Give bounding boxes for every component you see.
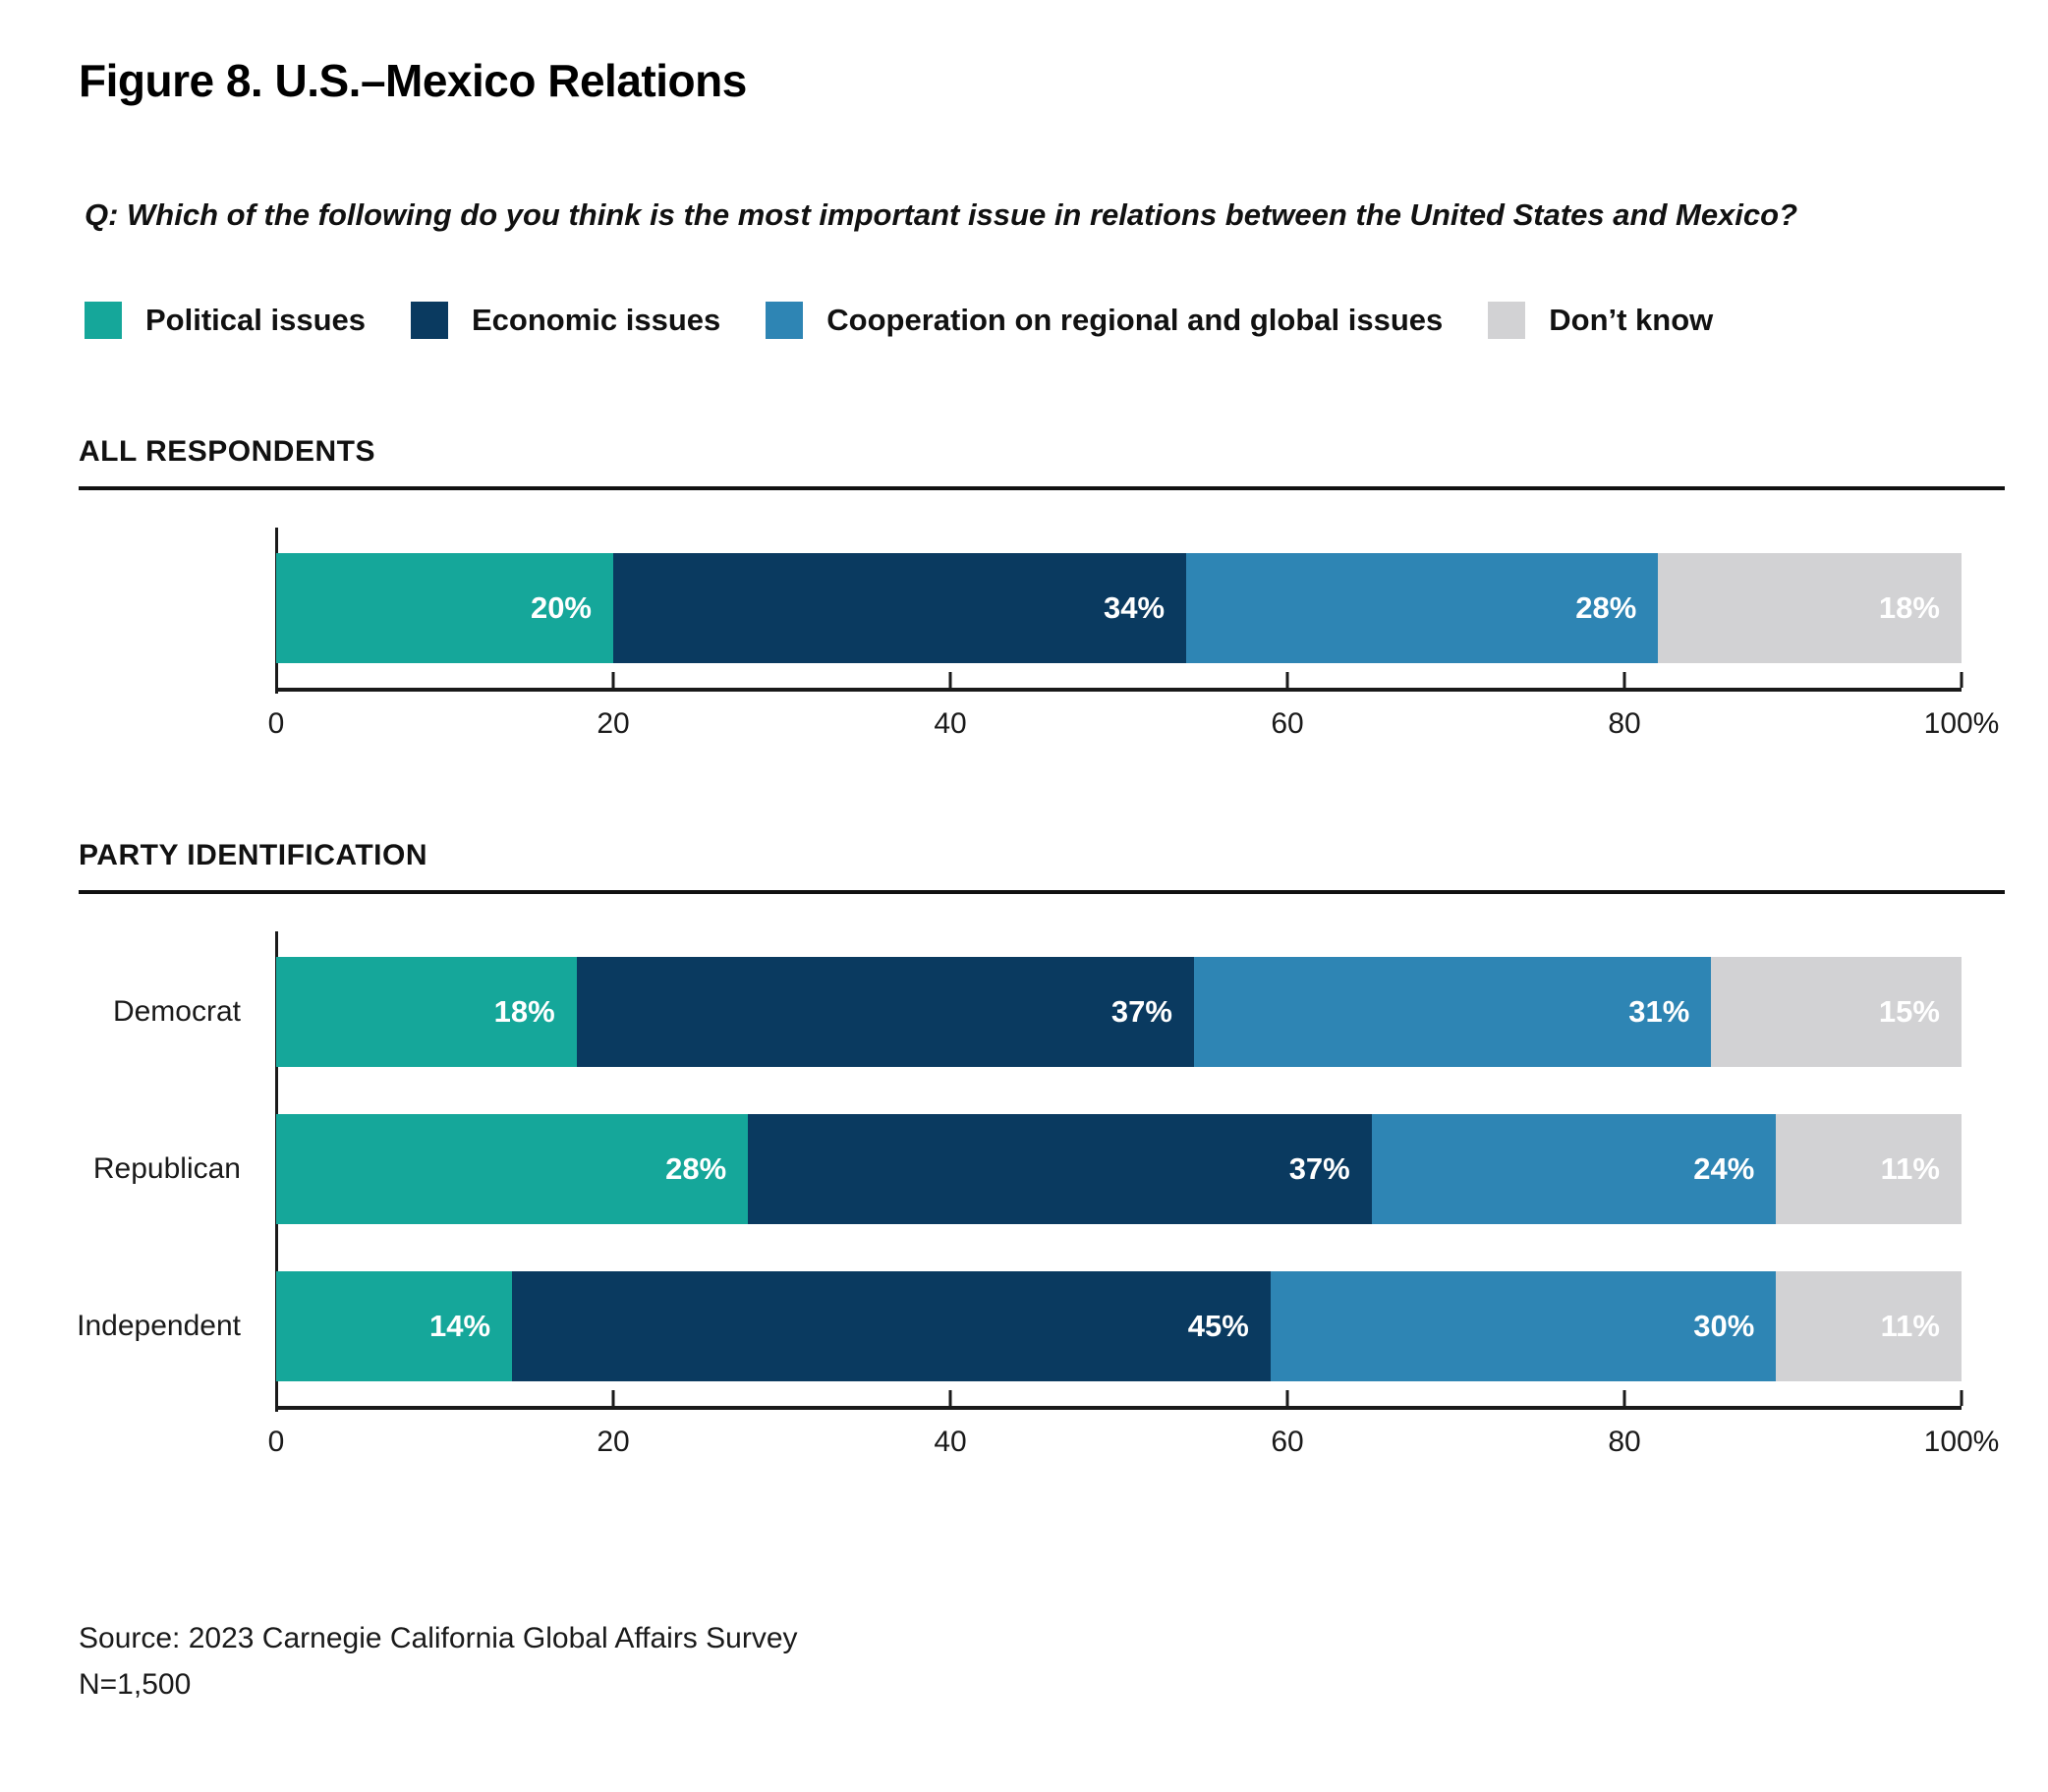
sample-size: N=1,500 (79, 1667, 192, 1701)
axis-tick (948, 672, 952, 688)
section-party-identification: PARTY IDENTIFICATION Democrat 18% 37% 31% 15%… (77, 839, 2005, 1471)
segment-value-label: 11% (1880, 1151, 1940, 1186)
axis-tick (611, 1390, 615, 1406)
segment-value-label: 15% (1878, 994, 1940, 1029)
segment-value-label: 34% (1104, 590, 1166, 625)
bar-segment-cooperation-on-regional-and-global-issues: 24% (1371, 1114, 1777, 1224)
axis-tick-label: 60 (1271, 707, 1304, 740)
x-axis: 0 20 40 60 80 100% (268, 672, 1999, 753)
axis-tick-label: 40 (934, 707, 967, 740)
axis-tick-label: 0 (267, 707, 285, 740)
legend-item-cooperation-on-regional-and-global-issues: Cooperation on regional and global issue… (766, 302, 1443, 339)
axis-tick (1285, 672, 1289, 688)
bar-row-independent: Independent 14% 45% 30% 11% (77, 1271, 1962, 1381)
axis-tick-label: 80 (1608, 707, 1641, 740)
segment-value-label: 31% (1628, 994, 1690, 1029)
stacked-bar: 28% 37% 24% 11% (276, 1114, 1962, 1224)
bar-segment-don-t-know: 11% (1776, 1114, 1962, 1224)
axis-tick-label: 60 (1271, 1426, 1304, 1458)
legend-label: Cooperation on regional and global issue… (826, 303, 1444, 337)
legend-swatch-icon (1488, 302, 1526, 339)
survey-question: Q: Which of the following do you think i… (85, 197, 1798, 232)
axis-tick-label: 40 (934, 1426, 967, 1458)
legend-item-political-issues: Political issues (85, 302, 366, 339)
axis-tick (1285, 1390, 1289, 1406)
bar-segment-political-issues: 20% (276, 553, 613, 663)
bar-row: 20% 34% 28% 18% (276, 553, 1962, 663)
bar-segment-economic-issues: 45% (512, 1271, 1271, 1381)
chart-sections: ALL RESPONDENTS 20% 34% 28% 18% 0 20 40 60 80 100%… (77, 435, 2005, 1471)
category-label: Democrat (112, 995, 241, 1028)
segment-value-label: 20% (530, 590, 592, 625)
segment-value-label: 24% (1693, 1151, 1755, 1186)
category-label: Republican (92, 1152, 241, 1185)
legend-label: Economic issues (472, 303, 721, 337)
bar-segment-political-issues: 18% (276, 957, 577, 1067)
bar-segment-don-t-know: 15% (1711, 957, 1962, 1067)
segment-value-label: 11% (1880, 1309, 1940, 1343)
section-rule (79, 486, 2005, 490)
legend-swatch-icon (766, 302, 804, 339)
bar-segment-economic-issues: 37% (748, 1114, 1372, 1224)
bar-segment-political-issues: 28% (276, 1114, 749, 1224)
bar-segment-don-t-know: 18% (1658, 553, 1962, 663)
legend-item-economic-issues: Economic issues (411, 302, 720, 339)
bar-segment-cooperation-on-regional-and-global-issues: 28% (1186, 553, 1659, 663)
axis-tick-label: 100% (1923, 707, 2000, 740)
segment-value-label: 45% (1187, 1309, 1249, 1343)
bar-segment-don-t-know: 11% (1776, 1271, 1962, 1381)
axis-tick (1622, 672, 1626, 688)
bar-segment-cooperation-on-regional-and-global-issues: 30% (1270, 1271, 1777, 1381)
section-all-respondents: ALL RESPONDENTS 20% 34% 28% 18% 0 20 40 60 80 100% (79, 435, 2005, 753)
legend-label: Don’t know (1549, 303, 1714, 337)
legend-item-don-t-know: Don’t know (1488, 302, 1713, 339)
segment-value-label: 37% (1110, 994, 1172, 1029)
axis-tick (1960, 672, 1963, 688)
segment-value-label: 30% (1693, 1309, 1755, 1343)
axis-tick-label: 0 (267, 1426, 285, 1458)
legend-swatch-icon (411, 302, 448, 339)
segment-value-label: 37% (1288, 1151, 1350, 1186)
segment-value-label: 28% (1575, 590, 1637, 625)
segment-value-label: 14% (429, 1309, 491, 1343)
section-header-label: ALL RESPONDENTS (79, 435, 375, 468)
axis-tick (611, 672, 615, 688)
section-rule (79, 890, 2005, 894)
axis-tick-label: 20 (597, 1426, 630, 1458)
stacked-bar-chart-1: 20% 34% 28% 18% 0 20 40 60 80 100% (268, 528, 1999, 753)
bar-segment-economic-issues: 37% (576, 957, 1194, 1067)
bar-row-democrat: Democrat 18% 37% 31% 15% (113, 957, 1962, 1067)
axis-tick (948, 1390, 952, 1406)
bar-segment-political-issues: 14% (276, 1271, 513, 1381)
axis-tick-label: 80 (1608, 1426, 1641, 1458)
section-header-label: PARTY IDENTIFICATION (79, 839, 427, 871)
legend-label: Political issues (145, 303, 366, 337)
legend: Political issues Economic issues Cooperati… (85, 302, 2005, 339)
source-line: Source: 2023 Carnegie California Global … (79, 1622, 798, 1654)
segment-value-label: 18% (493, 994, 555, 1029)
x-axis: 0 20 40 60 80 100% (268, 1390, 1999, 1471)
stacked-bar-chart-2: Democrat 18% 37% 31% 15% Republican 28% 37% 24% 1… (77, 931, 1999, 1471)
source-note: Source: 2023 Carnegie California Global … (79, 1616, 2005, 1708)
category-label: Independent (77, 1310, 241, 1342)
axis-tick-label: 100% (1923, 1426, 2000, 1458)
segment-value-label: 18% (1878, 590, 1940, 625)
figure-title: Figure 8. U.S.–Mexico Relations (79, 55, 747, 106)
legend-swatch-icon (85, 302, 122, 339)
stacked-bar: 20% 34% 28% 18% (276, 553, 1962, 663)
bar-segment-cooperation-on-regional-and-global-issues: 31% (1193, 957, 1712, 1067)
axis-tick-label: 20 (597, 707, 630, 740)
segment-value-label: 28% (665, 1151, 727, 1186)
axis-tick (1960, 1390, 1963, 1406)
bar-segment-economic-issues: 34% (613, 553, 1187, 663)
axis-tick (1622, 1390, 1626, 1406)
stacked-bar: 14% 45% 30% 11% (276, 1271, 1962, 1381)
bar-row-republican: Republican 28% 37% 24% 11% (93, 1114, 1962, 1224)
stacked-bar: 18% 37% 31% 15% (276, 957, 1962, 1067)
